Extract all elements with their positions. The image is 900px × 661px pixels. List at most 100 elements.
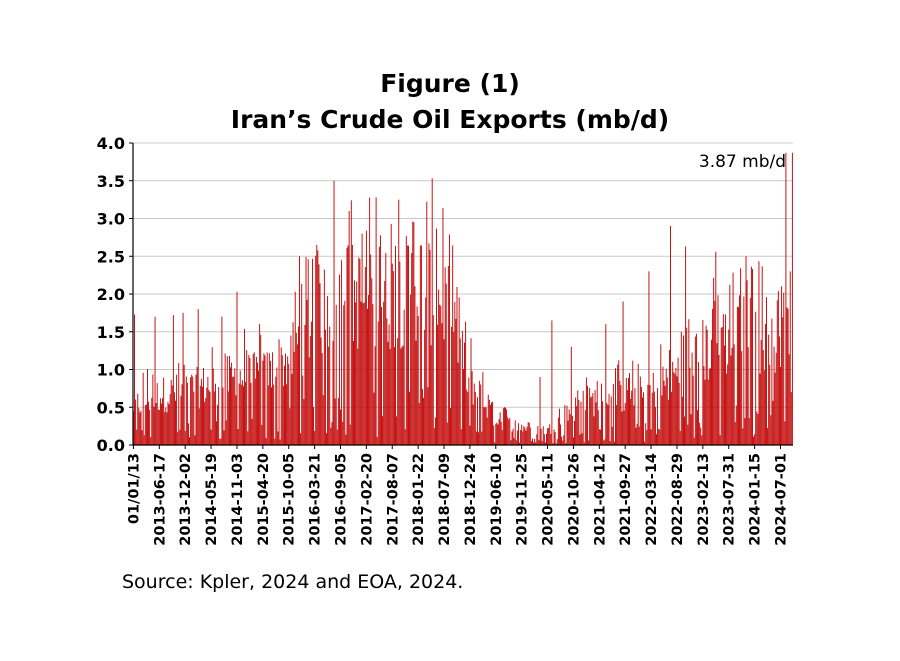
bar [550,433,552,445]
bar [787,308,789,445]
x-tick-label: 01/01/13 [126,453,142,524]
bar [159,398,161,445]
bar [637,363,639,445]
bar [295,332,297,445]
bar [471,371,473,445]
bar [186,382,188,445]
bar [147,369,148,445]
bar [411,253,413,445]
bar [442,207,444,445]
bar [138,408,140,445]
bar [766,297,767,445]
x-tick-label: 2021-09-27 [618,453,634,546]
bar [534,438,536,445]
bar [314,430,316,445]
bar [705,325,707,445]
bar [630,398,632,445]
bar [224,353,226,445]
y-tick-label: 0.0 [97,436,125,455]
bar [578,399,580,445]
bar [166,412,168,445]
bar [619,380,621,445]
bar [543,434,545,445]
bar [555,443,557,445]
bar [220,438,222,445]
bar [530,440,532,445]
bar [470,338,472,445]
bar [277,431,279,445]
bar [558,408,560,445]
bar [738,307,739,445]
bar [632,360,634,445]
bar [140,410,142,445]
bar [615,368,616,445]
bar [235,395,237,445]
bar [595,402,597,445]
bar [702,319,704,445]
bar [248,354,250,445]
bar [172,315,174,445]
bar [475,431,477,445]
bar [474,391,476,445]
bar [483,407,485,445]
bar [260,334,262,445]
bar [590,397,592,445]
bar [315,255,317,445]
bar [261,424,263,445]
bar [267,385,269,445]
bar [467,392,469,445]
bar [357,348,359,445]
bar [486,417,488,445]
chart-subtitle: Iran’s Crude Oil Exports (mb/d) [230,105,670,134]
bar [487,394,489,445]
bar [473,383,475,445]
bar [461,330,463,445]
bar [525,430,527,445]
bar [743,296,745,445]
bar [719,435,721,445]
bar [302,375,304,445]
bar [747,347,749,445]
bar [374,346,376,445]
bar [250,382,252,445]
bar [681,396,683,445]
bar [675,368,677,445]
bar [364,267,366,445]
bar [263,353,265,445]
bar [568,409,570,445]
bar [484,406,486,445]
bar [700,427,702,445]
bar [514,420,516,445]
bar [657,388,659,445]
bar [338,274,340,445]
bar [731,347,733,445]
bar [760,340,762,445]
x-tick-label: 2024-01-15 [748,453,764,546]
bar [332,340,334,445]
x-tick-label: 2013-12-02 [178,453,194,546]
bar [389,348,391,445]
bar [216,421,217,445]
bar [154,316,156,445]
bar [639,376,641,445]
bar [151,397,153,445]
bar [464,342,465,445]
bar [271,387,272,445]
bar [662,366,664,445]
x-axis-ticks: 01/01/13 2013-06-17 2013-12-02 2014-05-19 20… [126,445,790,546]
bar [739,295,740,445]
bar [709,368,711,445]
bar [512,428,514,445]
bar [324,329,326,445]
bar [299,256,300,445]
y-tick-label: 1.5 [97,323,125,342]
bar [593,416,595,445]
bar [577,390,579,445]
bar [273,384,275,445]
bar [720,327,722,445]
bar [348,210,350,445]
bar [732,272,734,445]
bar [280,347,282,445]
bar [623,410,625,445]
